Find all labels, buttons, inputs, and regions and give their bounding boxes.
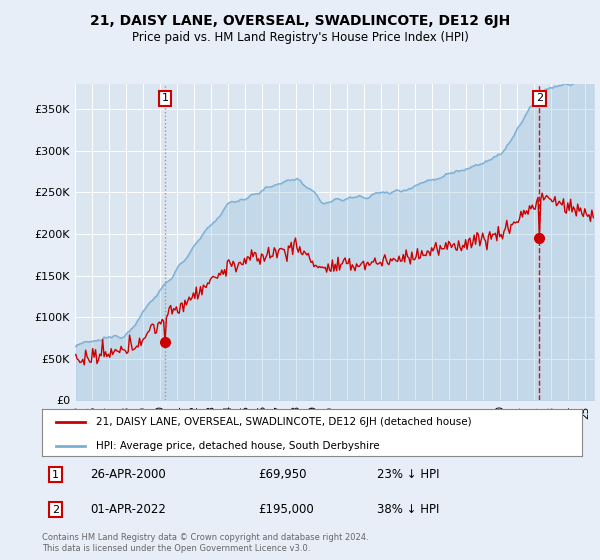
- Text: HPI: Average price, detached house, South Derbyshire: HPI: Average price, detached house, Sout…: [96, 441, 380, 451]
- Text: Price paid vs. HM Land Registry's House Price Index (HPI): Price paid vs. HM Land Registry's House …: [131, 31, 469, 44]
- Text: 2: 2: [536, 94, 543, 104]
- Text: 1: 1: [161, 94, 169, 104]
- Text: 23% ↓ HPI: 23% ↓ HPI: [377, 468, 439, 481]
- Text: 2: 2: [52, 505, 59, 515]
- Text: 01-APR-2022: 01-APR-2022: [91, 503, 166, 516]
- Text: 21, DAISY LANE, OVERSEAL, SWADLINCOTE, DE12 6JH (detached house): 21, DAISY LANE, OVERSEAL, SWADLINCOTE, D…: [96, 417, 472, 427]
- Text: Contains HM Land Registry data © Crown copyright and database right 2024.
This d: Contains HM Land Registry data © Crown c…: [42, 533, 368, 553]
- Text: 21, DAISY LANE, OVERSEAL, SWADLINCOTE, DE12 6JH: 21, DAISY LANE, OVERSEAL, SWADLINCOTE, D…: [90, 14, 510, 28]
- Text: 1: 1: [52, 470, 59, 479]
- Text: 38% ↓ HPI: 38% ↓ HPI: [377, 503, 439, 516]
- Text: £195,000: £195,000: [258, 503, 314, 516]
- Text: £69,950: £69,950: [258, 468, 307, 481]
- Text: 26-APR-2000: 26-APR-2000: [91, 468, 166, 481]
